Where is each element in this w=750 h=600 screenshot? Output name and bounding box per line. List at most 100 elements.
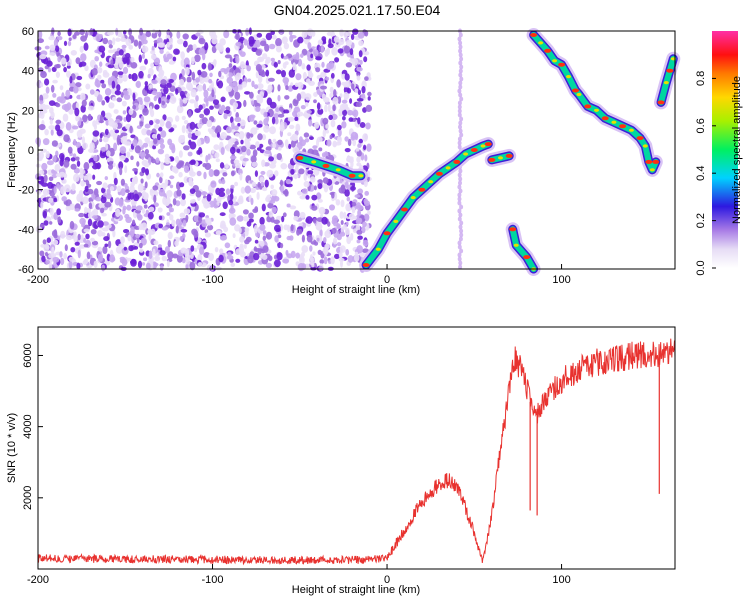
- noise-dot: [50, 84, 55, 93]
- noise-dot: [284, 188, 289, 197]
- noise-dot: [355, 214, 360, 223]
- noise-dot: [151, 32, 158, 39]
- noise-dot: [120, 136, 128, 145]
- band-dot: [457, 252, 462, 258]
- colorbar: 0.0 0.2 0.4 0.6 0.8 Normalized spectral ampl…: [695, 31, 743, 276]
- noise-dot: [310, 257, 315, 262]
- trace-peak: [393, 219, 399, 223]
- noise-dot: [229, 155, 237, 160]
- noise-dot: [187, 151, 193, 157]
- noise-dot: [99, 114, 103, 124]
- noise-dot: [73, 167, 80, 174]
- noise-dot: [88, 211, 93, 219]
- noise-dot: [189, 160, 196, 165]
- noise-dot: [200, 71, 208, 78]
- noise-dot: [120, 178, 125, 186]
- noise-dot: [94, 92, 99, 98]
- noise-dot: [80, 104, 86, 113]
- band-dot: [459, 56, 464, 62]
- noise-dot: [323, 256, 328, 265]
- noise-dot: [290, 139, 296, 148]
- noise-dot: [130, 56, 135, 63]
- noise-dot: [280, 242, 284, 249]
- noise-dot: [144, 137, 150, 143]
- noise-dot: [213, 204, 218, 209]
- band-dot: [457, 136, 462, 142]
- noise-dot: [303, 132, 310, 138]
- noise-dot: [217, 80, 224, 89]
- noise-dot: [113, 220, 119, 225]
- noise-dot: [166, 260, 170, 268]
- noise-dot: [39, 94, 44, 103]
- noise-dot: [118, 74, 124, 79]
- noise-dot: [158, 126, 163, 132]
- noise-dot: [312, 49, 319, 57]
- noise-dot: [171, 219, 176, 227]
- noise-dot: [73, 173, 80, 183]
- noise-dot: [167, 251, 174, 260]
- noise-dot: [132, 168, 139, 172]
- noise-dot: [147, 211, 154, 220]
- noise-dot: [154, 124, 160, 129]
- noise-dot: [104, 201, 112, 208]
- noise-dot: [344, 73, 350, 81]
- noise-dot: [365, 122, 371, 130]
- noise-dot: [229, 82, 236, 87]
- noise-dot: [185, 66, 190, 76]
- noise-dot: [305, 216, 313, 224]
- noise-dot: [83, 228, 90, 233]
- noise-dot: [47, 181, 54, 189]
- noise-dot: [251, 181, 257, 187]
- noise-dot: [344, 189, 350, 197]
- trace-peak: [666, 68, 674, 73]
- noise-dot: [235, 41, 242, 47]
- noise-dot: [340, 184, 346, 192]
- noise-dot: [108, 102, 115, 109]
- trace-peak: [470, 148, 478, 152]
- noise-dot: [356, 239, 361, 244]
- noise-dot: [273, 219, 280, 225]
- top-y-tick-label: 20: [22, 105, 34, 117]
- noise-dot: [356, 98, 364, 102]
- noise-dot: [169, 95, 177, 104]
- noise-dot: [83, 162, 90, 171]
- noise-dot: [67, 146, 73, 154]
- noise-dot: [74, 241, 80, 246]
- noise-dot: [284, 95, 290, 100]
- noise-dot: [321, 93, 327, 100]
- noise-dot: [228, 199, 234, 206]
- noise-dot: [249, 187, 256, 194]
- noise-dot: [205, 217, 209, 222]
- trace-peak: [418, 187, 426, 192]
- noise-dot: [81, 99, 87, 107]
- band-dot: [457, 104, 462, 110]
- noise-dot: [129, 125, 133, 134]
- noise-dot: [114, 90, 122, 96]
- noise-dot: [260, 170, 266, 175]
- noise-dot: [261, 159, 266, 168]
- trace-peak: [322, 163, 330, 168]
- noise-dot: [197, 262, 203, 267]
- band-dot: [459, 116, 464, 122]
- noise-dot: [194, 130, 201, 137]
- noise-dot: [68, 256, 75, 262]
- noise-dot: [40, 82, 44, 88]
- noise-dot: [52, 79, 58, 84]
- noise-dot: [214, 128, 219, 134]
- band-dot: [457, 200, 462, 206]
- noise-dot: [121, 44, 127, 49]
- band-dot: [458, 68, 463, 74]
- band-dot: [458, 124, 462, 130]
- noise-dot: [159, 250, 166, 256]
- noise-dot: [339, 104, 346, 111]
- noise-dot: [113, 177, 118, 186]
- noise-dot: [274, 259, 281, 268]
- noise-dot: [111, 122, 118, 129]
- noise-dot: [49, 119, 53, 125]
- noise-dot: [338, 257, 345, 262]
- noise-dot: [125, 113, 132, 123]
- noise-dot: [63, 40, 68, 47]
- noise-dot: [175, 200, 181, 207]
- noise-dot: [49, 44, 56, 51]
